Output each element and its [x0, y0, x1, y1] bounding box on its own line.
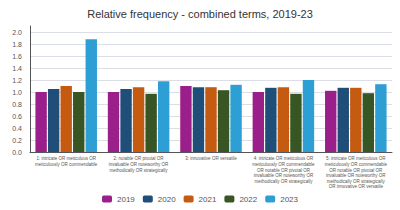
svg-text:2022: 2022 — [239, 195, 257, 204]
svg-text:5: intricate OR meticulous OR: 5: intricate OR meticulous OR — [326, 156, 386, 161]
svg-text:3: innovative OR versatile: 3: innovative OR versatile — [185, 156, 237, 161]
svg-text:methodically OR strategically: methodically OR strategically — [327, 179, 386, 184]
svg-text:OR notable OR pivotal OR: OR notable OR pivotal OR — [329, 168, 383, 173]
svg-text:0.0: 0.0 — [12, 149, 22, 156]
svg-text:1.4: 1.4 — [12, 65, 22, 72]
svg-text:invaluable OR noteworthy OR: invaluable OR noteworthy OR — [109, 162, 169, 167]
svg-text:2023: 2023 — [280, 195, 298, 204]
svg-text:4: intricate OR meticulous OR: 4: intricate OR meticulous OR — [254, 156, 314, 161]
svg-text:invaluable OR noteworthy OR: invaluable OR noteworthy OR — [254, 173, 314, 178]
svg-text:OR notable OR pivotal OR: OR notable OR pivotal OR — [257, 168, 311, 173]
svg-text:invaluable OR noteworthy OR: invaluable OR noteworthy OR — [326, 173, 386, 178]
svg-text:1: intricate OR meticulous OR: 1: intricate OR meticulous OR — [36, 156, 96, 161]
svg-text:1.0: 1.0 — [12, 89, 22, 96]
svg-text:0.4: 0.4 — [12, 125, 22, 132]
svg-text:2020: 2020 — [158, 195, 176, 204]
svg-text:OR innovative OR versatile: OR innovative OR versatile — [329, 184, 384, 189]
svg-text:1.8: 1.8 — [12, 41, 22, 48]
svg-text:2019: 2019 — [117, 195, 135, 204]
svg-text:methodically OR strategically: methodically OR strategically — [110, 168, 169, 173]
svg-text:meticulously OR commendable: meticulously OR commendable — [325, 162, 388, 167]
svg-text:0.8: 0.8 — [12, 101, 22, 108]
svg-text:0.2: 0.2 — [12, 137, 22, 144]
svg-text:Relative frequency - combined: Relative frequency - combined terms, 201… — [87, 8, 313, 20]
svg-text:1.6: 1.6 — [12, 53, 22, 60]
svg-text:meticulously OR commendable: meticulously OR commendable — [252, 162, 315, 167]
svg-text:methodically OR strategically: methodically OR strategically — [254, 179, 313, 184]
svg-text:2.0: 2.0 — [12, 29, 22, 36]
svg-text:2: notable OR pivotal OR: 2: notable OR pivotal OR — [114, 156, 165, 161]
svg-text:0.6: 0.6 — [12, 113, 22, 120]
svg-text:meticulously OR commendable: meticulously OR commendable — [35, 162, 98, 167]
svg-text:2021: 2021 — [199, 195, 217, 204]
svg-text:1.2: 1.2 — [12, 77, 22, 84]
